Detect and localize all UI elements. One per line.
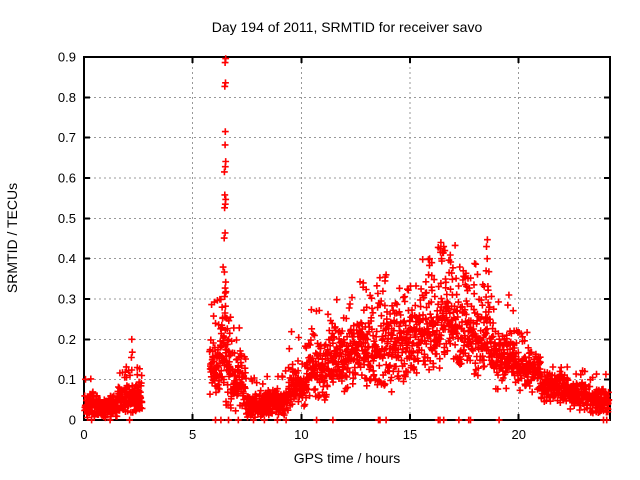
y-tick-label: 0.2 <box>58 332 76 347</box>
gridlines <box>84 57 610 420</box>
y-tick-label: 0.4 <box>58 251 76 266</box>
x-axis-label: GPS time / hours <box>294 450 401 466</box>
x-tick-label: 5 <box>189 427 196 442</box>
y-tick-label: 0.7 <box>58 130 76 145</box>
x-tick-label: 0 <box>80 427 87 442</box>
y-tick-label: 0.6 <box>58 171 76 186</box>
x-tick-label: 15 <box>403 427 417 442</box>
y-tick-label: 0.8 <box>58 90 76 105</box>
y-tick-label: 0.1 <box>58 372 76 387</box>
y-tick-label: 0 <box>69 413 76 428</box>
y-tick-label: 0.3 <box>58 292 76 307</box>
y-tick-label: 0.9 <box>58 50 76 65</box>
x-tick-label: 20 <box>511 427 525 442</box>
plot-frame <box>83 56 611 421</box>
x-tick-label: 10 <box>294 427 308 442</box>
y-axis-label: SRMTID / TECUs <box>4 183 20 293</box>
data-points-series <box>81 55 613 424</box>
y-tick-labels: 0 0.1 0.2 0.3 0.4 0.5 0.6 0.7 0.8 0.9 <box>58 50 76 428</box>
y-tick-label: 0.5 <box>58 211 76 226</box>
chart-title: Day 194 of 2011, SRMTID for receiver sav… <box>212 19 483 35</box>
x-tick-labels: 0 5 10 15 20 <box>80 427 526 442</box>
